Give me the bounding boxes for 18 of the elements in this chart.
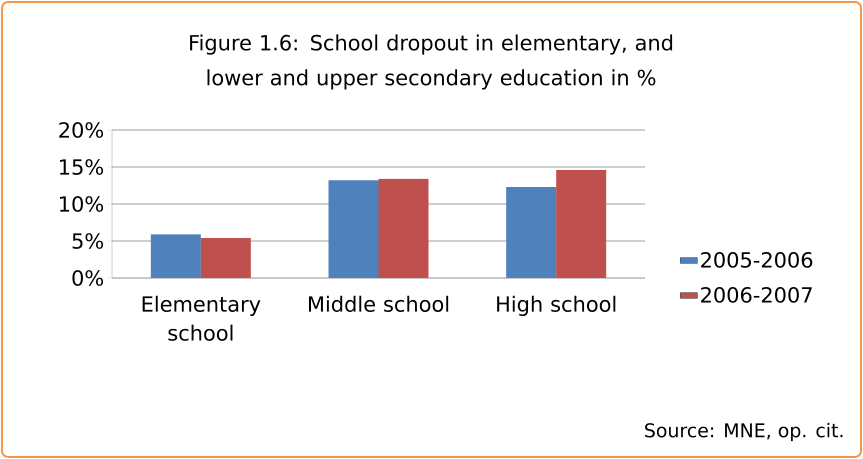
legend-label: 2006-2007 <box>701 286 812 303</box>
x-tick-label: Elementary school <box>142 296 260 341</box>
bar <box>200 238 251 278</box>
chart-title: Figure 1.6: School dropout in elementary, and lower and upper secondary education in % <box>190 34 672 90</box>
source-note: Source: MNE, op. cit. <box>645 422 842 442</box>
y-tick-label: 5% <box>72 233 104 249</box>
bar <box>328 180 379 278</box>
bar <box>150 234 201 278</box>
y-tick-label: 15% <box>60 159 104 175</box>
y-tick-label: 10% <box>60 196 104 212</box>
x-tick-label: Middle school <box>308 296 448 312</box>
y-tick-label: 20% <box>59 122 104 138</box>
bar <box>378 178 429 278</box>
legend-label: 2005-2006 <box>701 252 812 268</box>
y-tick-label: 0% <box>72 270 104 286</box>
bar <box>506 186 556 278</box>
x-tick-label: High school <box>497 296 616 316</box>
bar <box>556 170 606 278</box>
